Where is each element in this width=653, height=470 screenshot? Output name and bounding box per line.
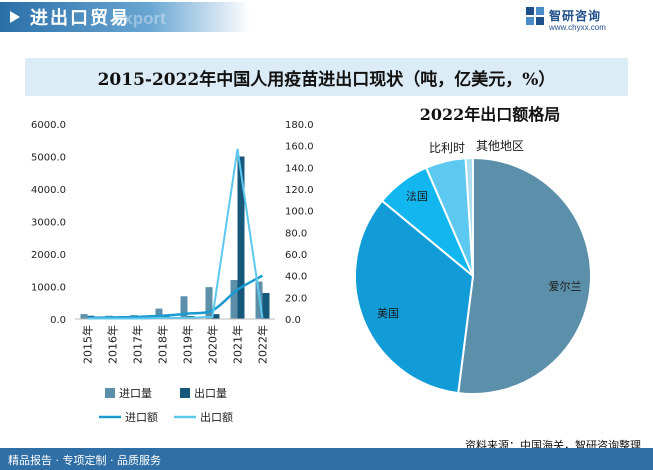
pie-title: 2022年出口额格局 [419, 105, 561, 124]
x-axis-tick-label: 2022年 [256, 325, 270, 364]
right-axis-tick-label: 20.0 [285, 293, 307, 304]
left-axis-tick-label: 3000.0 [31, 218, 66, 229]
right-axis-tick-label: 100.0 [285, 207, 314, 218]
left-axis-tick-label: 1000.0 [31, 283, 66, 294]
line-进口额 [87, 274, 264, 320]
right-axis-tick-label: 160.0 [285, 142, 314, 153]
x-axis-tick-label: 2020年 [206, 325, 220, 364]
bar-进口量 [80, 314, 88, 319]
legend-swatch [105, 388, 115, 398]
legend-label: 出口量 [194, 386, 227, 400]
bar-进口量 [180, 296, 188, 319]
bar-出口量 [262, 293, 270, 319]
right-axis-tick-label: 140.0 [285, 163, 314, 174]
header-watermark-text: Export [112, 9, 166, 28]
combo-chart: 0.0 1000.0 2000.0 3000.0 4000.0 5000.0 6000.0 0… [31, 120, 314, 424]
x-axis-tick-label: 2015年 [81, 325, 95, 364]
legend-label: 进口额 [125, 411, 158, 424]
header-title: 进出口贸易 [30, 8, 130, 29]
page-footer: 精品报告 · 专项定制 · 品质服务 [0, 448, 653, 470]
legend-label: 进口量 [119, 387, 152, 400]
left-axis-tick-label: 6000.0 [31, 120, 66, 131]
bar-出口量 [212, 314, 220, 319]
header-band [0, 2, 250, 32]
legend-label: 出口额 [200, 410, 233, 424]
right-axis-tick-label: 0.0 [285, 315, 301, 326]
brand-url: www.chyxx.com [549, 23, 606, 32]
bar-进口量 [205, 287, 213, 319]
pie-label: 美国 [377, 307, 399, 320]
pie-label: 法国 [406, 189, 428, 203]
pie-label: 爱尔兰 [549, 280, 582, 293]
pie-slice-其他地区 [464, 156, 474, 277]
line-出口额 [87, 148, 264, 320]
title-box: 2015-2022年中国人用疫苗进出口现状（吨，亿美元，%） [25, 58, 628, 96]
pie-slice-爱尔兰 [457, 156, 592, 395]
x-axis-tick-label: 2016年 [106, 325, 120, 364]
left-axis-tick-label: 2000.0 [31, 250, 66, 261]
brand: 智研咨询 www.chyxx.com [525, 4, 635, 34]
bar-出口量 [237, 156, 245, 319]
pie-slice-美国 [354, 199, 475, 395]
legend-swatch [180, 388, 190, 398]
bar-进口量 [155, 308, 163, 319]
chart-title: 2015-2022年中国人用疫苗进出口现状（吨，亿美元，%） [97, 70, 556, 90]
right-axis-tick-label: 40.0 [285, 272, 307, 283]
left-axis-tick-label: 5000.0 [31, 153, 66, 164]
right-axis-tick-label: 120.0 [285, 185, 314, 196]
brand-logo-icon [526, 7, 544, 25]
right-axis-tick-label: 60.0 [285, 250, 307, 261]
left-axis-tick-label: 0.0 [50, 315, 66, 326]
right-axis-tick-label: 80.0 [285, 228, 307, 239]
footer-tagline: 精品报告 · 专项定制 · 品质服务 [8, 454, 161, 467]
x-axis-tick-label: 2019年 [181, 325, 195, 364]
x-axis-tick-label: 2017年 [131, 325, 145, 364]
right-axis-tick-label: 180.0 [285, 120, 314, 131]
x-axis-tick-label: 2018年 [156, 325, 170, 364]
bar-进口量 [230, 280, 238, 319]
left-axis-tick-label: 4000.0 [31, 185, 66, 196]
brand-name: 智研咨询 [549, 9, 602, 23]
play-icon [10, 11, 20, 23]
pie-label: 其他地区 [476, 139, 524, 153]
pie-label: 比利时 [429, 141, 465, 155]
x-axis-tick-label: 2021年 [231, 325, 245, 364]
page-header: 进出口贸易 Export 智研咨询 www.chyxx.com [0, 0, 653, 38]
